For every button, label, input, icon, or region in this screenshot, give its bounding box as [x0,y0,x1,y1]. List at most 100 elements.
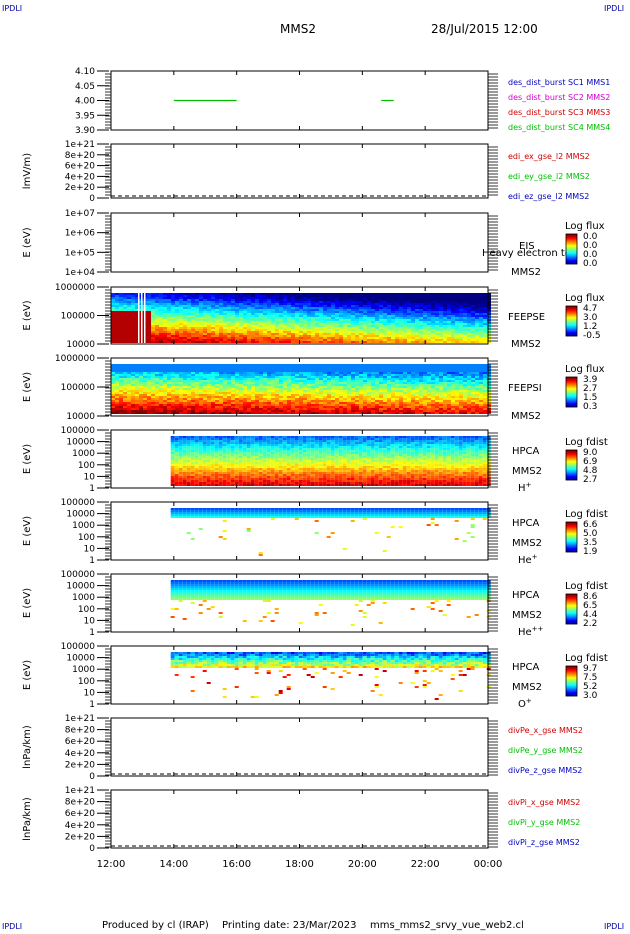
colorbar-tick-label: 9.7 [583,664,597,674]
y-tick-label: 8e+20 [65,151,96,161]
colorbar-tick-label: 7.5 [583,673,597,683]
legend-entry: divPi_y_gse MMS2 [508,818,580,827]
y-tick-label: 100000 [61,426,96,436]
y-tick-label: 100 [78,677,95,687]
y-tick-label: 10 [84,616,96,626]
panel-frame [110,717,489,777]
y-tick-label: 100000 [61,312,96,322]
mission-title: MMS2 [280,22,316,36]
y-tick-label: 10000 [66,654,95,664]
legend-entry: divPi_x_gse MMS2 [508,798,580,807]
instrument-label: HPCA [512,590,540,601]
colorbar-tick-label: 0.0 [583,250,598,260]
y-tick-label: 2e+20 [65,832,96,842]
instrument-label: FEEPSI [508,383,542,394]
x-tick-label: 16:00 [222,859,251,870]
colorbar-frame [565,521,578,553]
y-tick-label: 10 [84,688,96,698]
instrument-label: FEEPSE [508,312,545,323]
species-label: He++ [518,625,544,638]
colorbar-tick-label: 1.5 [583,393,597,403]
y-tick-label: 4e+20 [65,821,96,831]
y-tick-label: 1000 [72,665,95,675]
y-tick-label: 10000 [66,510,95,520]
legend-entry: divPe_x_gse MMS2 [508,726,583,735]
legend-entry: edi_ez_gse_l2 MMS2 [508,192,589,201]
datetime-title: 28/Jul/2015 12:00 [431,22,538,36]
y-tick-label: 6e+20 [65,737,96,747]
colorbar-title: Log fdist [565,509,608,520]
y-axis-label: lmV/m) [22,153,33,189]
panel-11: divPi_x_gse MMS2 divPi_y_gse MMS2 divPi_z_… [22,786,580,854]
colorbar-frame [565,449,578,481]
y-axis-label: lnPa/km) [22,725,33,769]
corner-label-top-left: IPDLI [2,4,23,13]
legend-entry: des_dist_burst SC4 MMS4 [508,123,610,132]
y-tick-label: 4e+20 [65,749,96,759]
colorbar-frame [565,233,578,265]
y-tick-label: 1000 [72,449,95,459]
corner-label-top-right: IPDLI [604,4,625,13]
y-tick-label: 10000 [66,438,95,448]
instrument-label: HPCA [512,446,540,457]
footer-produced-by: Produced by cl (IRAP) [102,920,209,931]
panel-2: edi_ex_gse_l2 MMS2 edi_ey_gse_l2 MMS2 edi_… [22,140,590,204]
legend-entry: edi_ey_gse_l2 MMS2 [508,172,590,181]
x-tick-label: 22:00 [411,859,440,870]
x-tick-label: 14:00 [159,859,188,870]
corner-label-bottom-left: IPDLI [2,922,23,931]
species-charge: + [532,553,538,561]
instrument-label: MMS2 [511,339,541,350]
colorbar-tick-label: 4.7 [583,304,597,314]
y-tick-label: 1e+05 [65,248,95,258]
data-gap [141,287,143,344]
y-tick-label: 100000 [61,570,96,580]
instrument-label: MMS2 [512,610,542,621]
species-charge: ++ [532,625,544,633]
colorbar-tick-label: 6.6 [583,520,598,530]
colorbar-title: Log flux [565,364,605,375]
colorbar-tick-label: 2.7 [583,475,597,485]
y-tick-label: 100000 [61,383,96,393]
y-tick-label: 1 [89,700,95,710]
colorbar-tick-label: 3.5 [583,538,597,548]
colorbar-tick-label: 3.0 [583,691,598,701]
panel-1: des_dist_burst SC1 MMS1 des_dist_burst SC… [75,67,610,136]
colorbar-tick-label: 0.0 [583,232,598,242]
colorbar-tick-label: 6.9 [583,457,598,467]
y-tick-label: 10000 [66,412,95,422]
y-axis-label: E (eV) [22,588,33,618]
y-tick-label: 3.95 [75,111,95,121]
y-axis-label: E (eV) [22,372,33,402]
species-label: H+ [518,481,532,494]
y-tick-label: 100000 [61,498,96,508]
instrument-label: HPCA [512,518,540,529]
y-tick-label: 0 [89,844,95,854]
y-tick-label: 100 [78,533,95,543]
colorbar-title: Log fdist [565,581,608,592]
y-tick-label: 4.05 [75,82,95,92]
footer-printing-date: Printing date: 23/Mar/2023 [222,920,357,931]
y-tick-label: 0 [89,772,95,782]
corner-label-bottom-right: IPDLI [604,922,625,931]
legend-entry: edi_ex_gse_l2 MMS2 [508,152,590,161]
y-tick-label: 8e+20 [65,726,96,736]
spectrogram-4 [111,287,491,344]
colorbar-title: Log flux [565,293,605,304]
y-tick-label: 1000000 [55,283,95,293]
y-tick-label: 100 [78,605,95,615]
panel-frame [110,789,489,849]
legend-entry: divPi_z_gse MMS2 [508,838,580,847]
colorbar [566,234,577,265]
spectrogram-5 [111,364,491,414]
colorbar [566,594,577,625]
colorbar-frame [565,665,578,697]
y-tick-label: 1e+06 [65,229,96,239]
panel-10: divPe_x_gse MMS2 divPe_y_gse MMS2 divPe_z_… [22,714,583,782]
y-tick-label: 3.90 [75,126,95,136]
y-tick-label: 6e+20 [65,162,96,172]
